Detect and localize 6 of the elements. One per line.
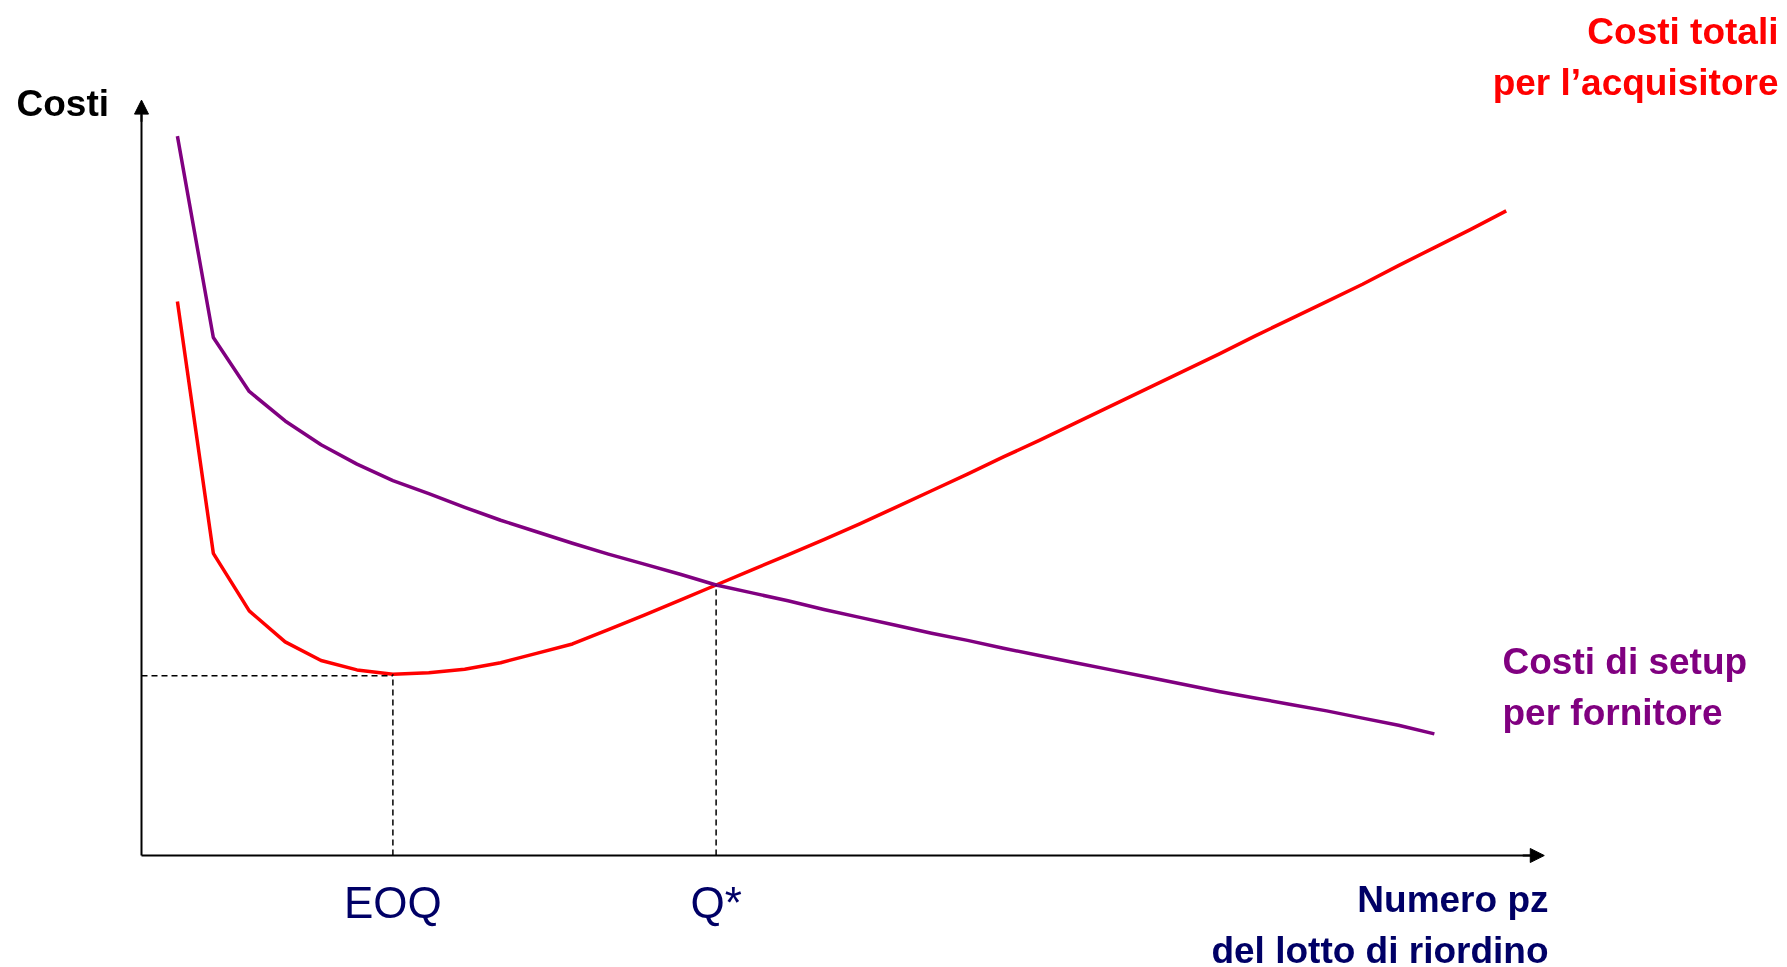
text: Costi totali per l’acquisitore <box>1492 10 1779 103</box>
series-label: Costi di setup per fornitore <box>1502 640 1748 733</box>
x-axis-title: Numero pz del lotto di riordino <box>1211 878 1549 967</box>
x-tick-label: EOQ <box>343 877 442 927</box>
x-tick-label: Q* <box>690 877 742 927</box>
y-axis-title: Costi <box>16 82 109 124</box>
